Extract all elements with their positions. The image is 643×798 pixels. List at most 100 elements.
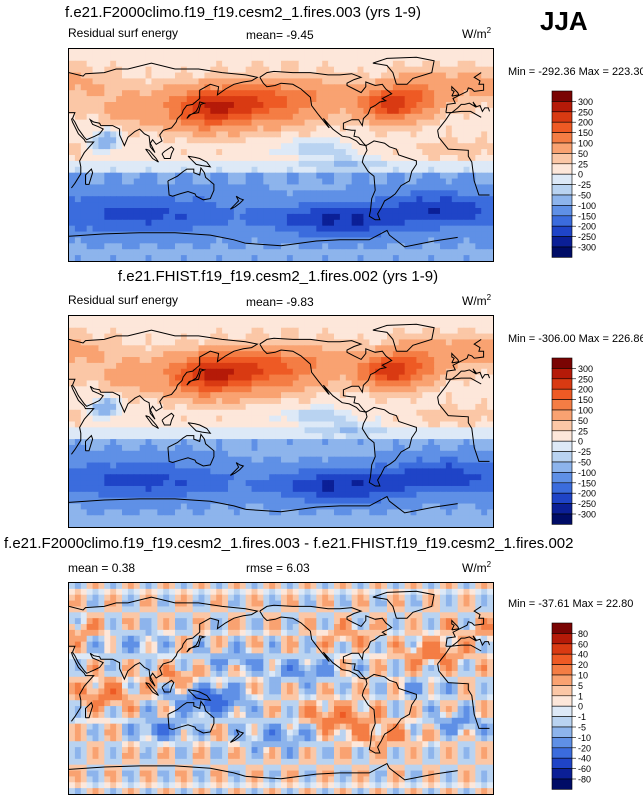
field-cell <box>410 66 418 74</box>
field-cell <box>98 249 105 256</box>
field-cell <box>104 149 111 156</box>
field-cell <box>304 374 312 382</box>
field-cell <box>275 357 282 364</box>
field-cell <box>475 166 482 174</box>
field-cell <box>398 202 406 209</box>
field-cell <box>127 60 135 68</box>
field-cell <box>116 444 123 452</box>
field-cell <box>245 131 253 138</box>
field-cell <box>475 444 482 452</box>
field-cell <box>186 72 194 80</box>
field-cell <box>86 321 94 329</box>
field-cell <box>334 78 341 85</box>
field-cell <box>369 119 376 127</box>
field-cell <box>410 190 418 197</box>
field-cell <box>275 131 282 138</box>
field-cell <box>104 474 111 481</box>
field-cell <box>298 131 306 138</box>
field-cell <box>328 368 335 376</box>
field-cell <box>269 368 276 376</box>
field-cell <box>98 160 105 168</box>
field-cell <box>104 49 111 56</box>
field-cell <box>116 480 123 487</box>
field-cell <box>228 208 235 215</box>
field-cell <box>104 119 111 127</box>
field-cell <box>445 125 453 133</box>
field-cell <box>481 415 488 423</box>
field-cell <box>451 213 459 221</box>
field-cell <box>469 225 476 233</box>
field-cell <box>198 137 206 144</box>
field-cell <box>322 421 329 428</box>
field-cell <box>281 339 288 346</box>
field-cell <box>186 403 194 411</box>
field-cell <box>416 392 423 399</box>
field-cell <box>351 149 359 156</box>
field-cell <box>198 480 206 487</box>
field-cell <box>74 49 82 56</box>
field-cell <box>334 166 341 174</box>
coastline-australia <box>167 166 215 201</box>
field-cell <box>80 54 88 62</box>
field-cell <box>281 433 288 440</box>
field-cell <box>322 160 329 168</box>
field-cell <box>198 398 206 405</box>
field-cell <box>116 49 123 56</box>
field-cell <box>339 96 347 103</box>
field-cell <box>481 66 488 74</box>
field-cell <box>222 485 229 493</box>
field-cell <box>69 327 76 335</box>
field-cell <box>339 184 347 191</box>
field-cell <box>110 480 117 487</box>
field-cell <box>298 421 306 428</box>
field-cell <box>487 456 493 464</box>
field-cell <box>257 184 264 191</box>
field-cell <box>469 351 476 358</box>
field-cell <box>269 160 276 168</box>
field-cell <box>257 143 264 150</box>
field-cell <box>139 439 147 446</box>
field-cell <box>392 119 400 127</box>
field-cell <box>122 102 129 109</box>
field-cell <box>451 243 459 250</box>
field-cell <box>428 237 435 244</box>
field-cell <box>80 249 88 256</box>
field-cell <box>216 208 223 215</box>
field-cell <box>440 131 447 138</box>
field-cell <box>175 374 182 382</box>
field-cell <box>192 90 200 97</box>
field-cell <box>298 351 306 358</box>
field-cell <box>98 409 105 417</box>
field-cell <box>445 237 453 244</box>
field-cell <box>198 374 206 382</box>
field-cell <box>186 96 194 103</box>
field-cell <box>257 54 264 62</box>
field-cell <box>86 468 94 475</box>
field-cell <box>269 90 276 97</box>
field-cell <box>122 480 129 487</box>
field-cell <box>469 474 476 481</box>
field-cell <box>298 374 306 382</box>
field-cell <box>440 196 447 203</box>
field-cell <box>175 427 182 434</box>
field-cell <box>428 333 435 341</box>
field-cell <box>292 444 300 452</box>
field-cell <box>157 503 164 511</box>
field-cell <box>357 427 365 434</box>
field-cell <box>222 178 229 186</box>
field-cell <box>316 231 323 239</box>
field-cell <box>304 362 312 370</box>
field-cell <box>198 386 206 393</box>
field-cell <box>251 149 259 156</box>
field-cell <box>316 54 323 62</box>
field-cell <box>127 225 135 233</box>
field-cell <box>304 392 312 399</box>
field-cell <box>80 427 88 434</box>
field-cell <box>263 202 270 209</box>
field-cell <box>239 357 247 364</box>
field-cell <box>381 225 388 233</box>
field-cell <box>298 113 306 121</box>
field-cell <box>80 196 88 203</box>
field-cell <box>269 345 276 352</box>
field-cell <box>69 166 76 174</box>
